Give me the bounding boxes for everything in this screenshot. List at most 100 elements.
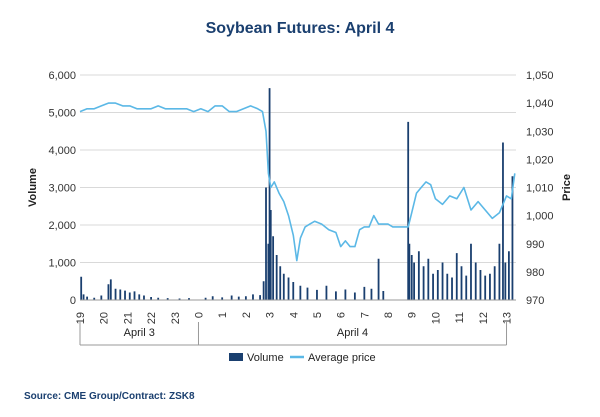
volume-bar [413, 262, 416, 300]
volume-bar [282, 273, 285, 300]
volume-bar [279, 266, 282, 300]
volume-bar [287, 277, 290, 300]
x-tick-label: 11 [454, 312, 466, 323]
volume-bar [244, 296, 247, 300]
volume-bar [292, 282, 295, 300]
volume-bar [511, 176, 514, 300]
volume-bar [269, 210, 272, 300]
volume-bar [407, 121, 410, 300]
y-tick-label: 5,000 [48, 108, 76, 120]
y2-axis-title: Price [561, 174, 573, 201]
volume-bar [230, 295, 233, 300]
volume-bar [502, 142, 504, 300]
y-axis-title: Volume [27, 168, 39, 207]
volume-bar [221, 297, 224, 300]
volume-bar [138, 294, 141, 300]
volume-bar [408, 243, 411, 300]
volume-bar [109, 279, 112, 300]
volume-bars [80, 88, 514, 300]
source-note: Source: CME Group/Contract: ZSK8 [24, 391, 195, 402]
x-tick-label: 23 [170, 312, 182, 324]
volume-bar [479, 270, 482, 300]
y2-tick-label: 1,000 [526, 211, 554, 223]
volume-bar [470, 243, 472, 300]
axes: 01,0002,0003,0004,0005,0006,000970980990… [27, 70, 573, 346]
volume-bar [143, 295, 145, 300]
volume-bar [268, 88, 271, 300]
x-tick-label: 3 [265, 312, 277, 318]
y2-tick-label: 980 [526, 267, 544, 279]
y2-tick-label: 970 [526, 295, 544, 307]
y2-tick-label: 1,050 [526, 70, 554, 82]
x-tick-label: 20 [99, 312, 111, 324]
y-tick-label: 4,000 [48, 145, 76, 157]
volume-bar [493, 266, 496, 300]
x-tick-label: 13 [502, 312, 514, 324]
volume-bar [370, 288, 373, 300]
volume-bar [507, 251, 510, 300]
volume-bar [150, 297, 152, 300]
volume-bar [272, 236, 275, 300]
volume-bar [252, 294, 254, 300]
chart-title: Soybean Futures: April 4 [205, 20, 395, 37]
volume-bar [410, 255, 413, 300]
y2-tick-label: 1,040 [526, 98, 554, 110]
volume-bar [178, 298, 181, 300]
x-tick-label: 2 [241, 312, 253, 318]
volume-bar [427, 258, 430, 300]
volume-bar [498, 243, 501, 300]
volume-bar [262, 281, 265, 300]
volume-bar [455, 253, 458, 300]
volume-bar [133, 291, 136, 300]
volume-bar [86, 296, 89, 300]
volume-bar [460, 266, 463, 300]
volume-bar [474, 262, 477, 300]
volume-bar [451, 277, 453, 300]
volume-bar [484, 275, 487, 300]
volume-bar [306, 287, 309, 300]
volume-bar [82, 294, 85, 300]
legend-label-volume: Volume [247, 352, 284, 364]
volume-bar [382, 291, 385, 300]
volume-bar [299, 285, 302, 300]
y-tick-label: 2,000 [48, 220, 76, 232]
volume-bar [100, 295, 103, 300]
volume-bar [436, 270, 439, 300]
x-group-label: April 4 [337, 327, 368, 339]
volume-bar [267, 243, 270, 300]
volume-bar [265, 187, 267, 300]
x-tick-label: 22 [146, 312, 158, 324]
x-tick-label: 1 [217, 312, 229, 318]
volume-bar [316, 289, 318, 300]
y2-tick-label: 1,020 [526, 154, 554, 166]
x-group-label: April 3 [124, 327, 155, 339]
volume-bar [114, 288, 117, 300]
x-tick-label: 12 [478, 312, 490, 324]
volume-bar [417, 251, 420, 300]
volume-bar [432, 273, 434, 300]
legend-label-price: Average price [308, 352, 376, 364]
y2-tick-label: 1,010 [526, 183, 554, 195]
volume-bar [353, 292, 356, 300]
volume-bar [128, 292, 131, 300]
x-tick-label: 19 [75, 312, 87, 324]
volume-bar [80, 276, 83, 300]
volume-bar [107, 284, 110, 300]
volume-bar [377, 258, 380, 300]
volume-bar [325, 285, 328, 300]
volume-bar [489, 273, 491, 300]
x-tick-label: 21 [122, 312, 134, 324]
volume-bar [441, 262, 444, 300]
x-tick-label: 10 [430, 312, 442, 324]
y-tick-label: 3,000 [48, 183, 76, 195]
volume-bar [259, 295, 261, 300]
y-tick-label: 0 [70, 295, 76, 307]
price-series-line [79, 102, 516, 262]
x-tick-label: 4 [288, 312, 300, 318]
volume-bar [344, 289, 347, 300]
y2-tick-label: 1,030 [526, 126, 554, 138]
price-line [79, 102, 516, 262]
volume-bar [237, 296, 240, 300]
x-tick-label: 9 [407, 312, 419, 318]
